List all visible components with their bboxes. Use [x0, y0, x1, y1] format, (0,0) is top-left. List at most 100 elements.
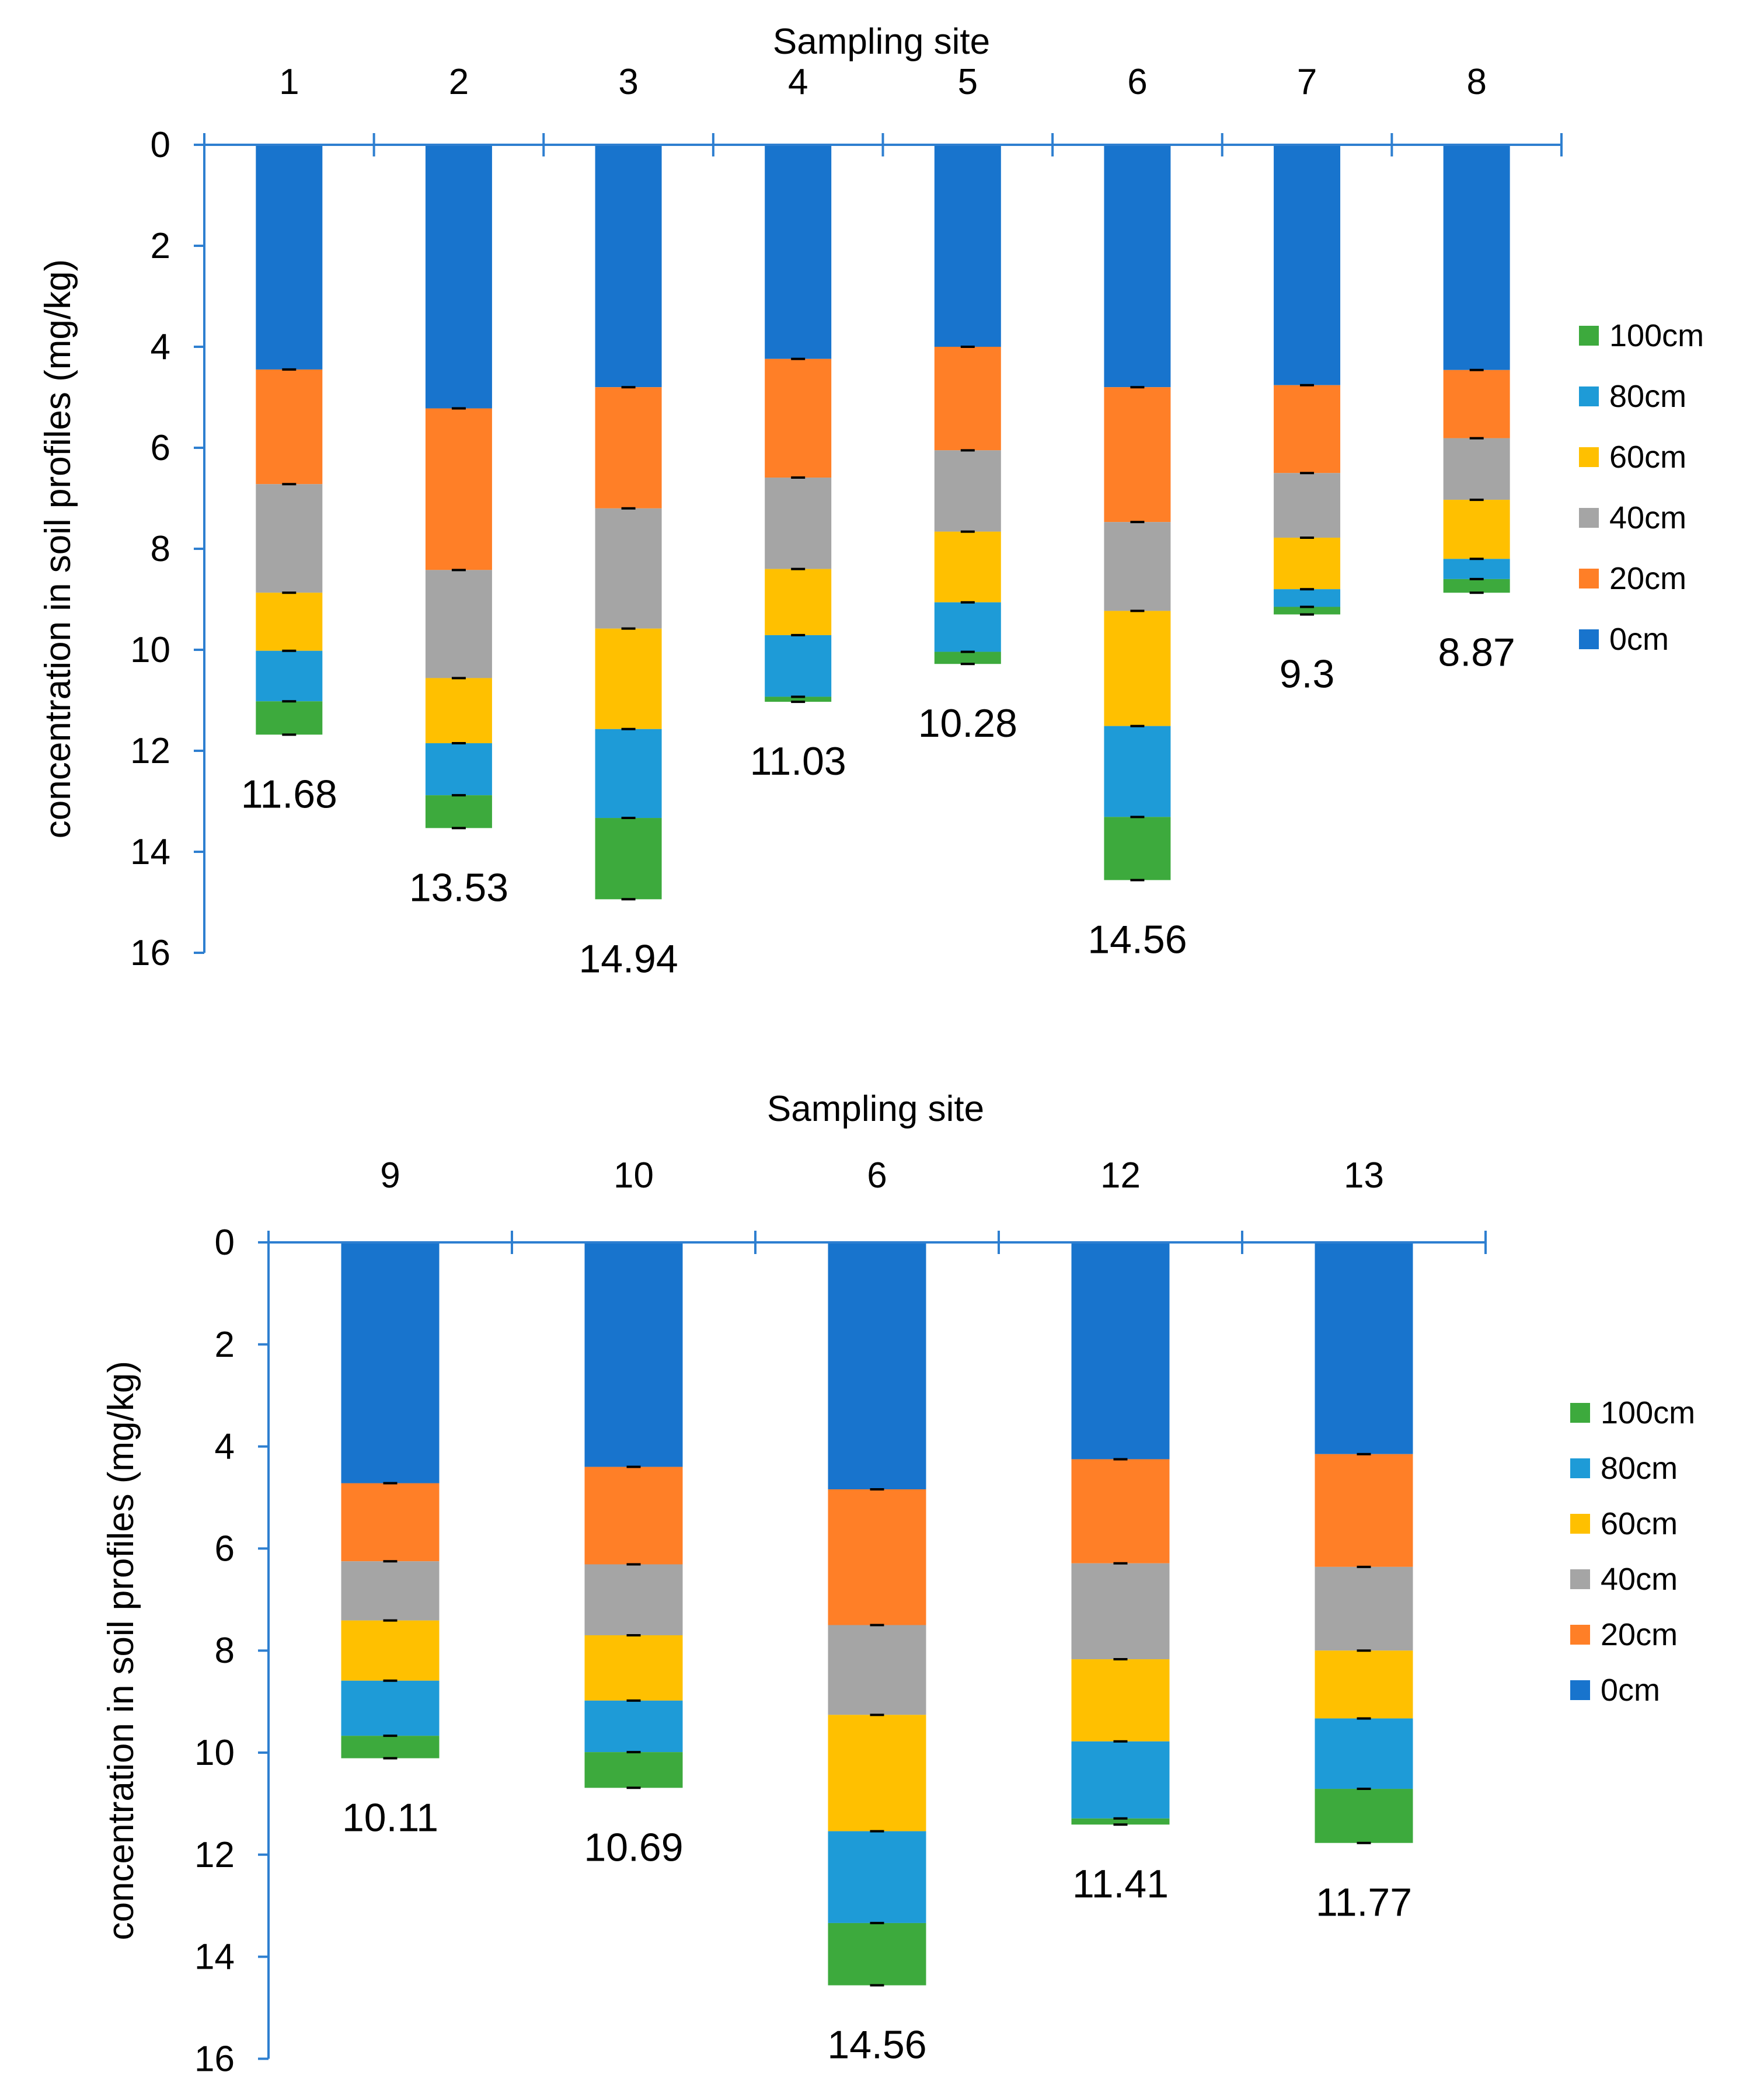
- site-label: 12: [1100, 1155, 1141, 1196]
- bar-segment-60cm: [425, 678, 492, 744]
- bar-segment-80cm: [425, 743, 492, 796]
- bar-segment-100cm: [1274, 607, 1341, 615]
- legend-swatch-20cm: [1570, 1625, 1590, 1645]
- site-label: 10: [613, 1155, 654, 1196]
- bar-segment-40cm: [1443, 438, 1510, 500]
- bar-segment-20cm: [828, 1489, 926, 1625]
- bar-segment-60cm: [595, 628, 662, 729]
- y-tick-label: 4: [151, 327, 170, 367]
- legend-label-100cm: 100cm: [1609, 318, 1704, 353]
- total-label: 10.69: [584, 1825, 683, 1869]
- bar-segment-100cm: [765, 696, 832, 702]
- legend-label-20cm: 20cm: [1609, 561, 1686, 596]
- bar-segment-60cm: [341, 1620, 440, 1681]
- bar-segment-40cm: [1071, 1563, 1170, 1660]
- bar-segment-80cm: [1104, 726, 1171, 817]
- site-label: 6: [1127, 62, 1147, 102]
- stacked-bar-site-5: 10.28: [918, 145, 1017, 746]
- bar-segment-20cm: [341, 1483, 440, 1562]
- bar-segment-40cm: [256, 484, 323, 593]
- bar-segment-20cm: [584, 1467, 683, 1565]
- bar-segment-100cm: [425, 795, 492, 828]
- stacked-bar-site-2: 13.53: [409, 145, 508, 910]
- chart-bottom: Sampling site concentration in soil profi…: [101, 1089, 1695, 2079]
- total-label: 14.56: [827, 2023, 926, 2067]
- bar-segment-80cm: [765, 635, 832, 697]
- legend-label-100cm: 100cm: [1601, 1395, 1695, 1430]
- legend-swatch-40cm: [1570, 1569, 1590, 1589]
- bar-segment-0cm: [1315, 1242, 1413, 1454]
- bar-segment-20cm: [256, 369, 323, 485]
- bar-segment-20cm: [1071, 1459, 1170, 1563]
- stacked-bar-site-8: 8.87: [1438, 145, 1515, 674]
- stacked-bar-site-6: 14.56: [827, 1242, 927, 2067]
- legend-swatch-40cm: [1579, 508, 1599, 528]
- y-tick-label: 10: [194, 1733, 235, 1773]
- bar-segment-20cm: [934, 347, 1001, 451]
- chart-top: Sampling site concentration in soil profi…: [38, 22, 1704, 981]
- legend-swatch-100cm: [1570, 1403, 1590, 1423]
- legend: 100cm 80cm 60cm 40cm 20cm 0cm: [1579, 318, 1704, 657]
- bar-segment-60cm: [934, 531, 1001, 603]
- total-label: 11.03: [750, 739, 846, 783]
- y-tick-label: 10: [130, 630, 170, 670]
- total-label: 14.56: [1087, 917, 1187, 962]
- bar-segment-0cm: [1071, 1242, 1170, 1460]
- stacked-bar-site-10: 10.69: [584, 1242, 684, 1869]
- bar-segment-0cm: [1104, 145, 1171, 388]
- bar-segment-100cm: [595, 818, 662, 900]
- site-label: 2: [449, 62, 469, 102]
- bar-segment-100cm: [1443, 579, 1510, 593]
- total-label: 9.3: [1280, 652, 1335, 696]
- bar-segment-80cm: [934, 602, 1001, 652]
- y-tick-label: 6: [151, 428, 170, 468]
- bar-segment-0cm: [341, 1242, 440, 1483]
- site-label: 6: [867, 1155, 887, 1196]
- bar-segment-60cm: [1104, 611, 1171, 726]
- legend: 100cm 80cm 60cm 40cm 20cm 0cm: [1570, 1395, 1695, 1708]
- bar-segment-20cm: [425, 408, 492, 570]
- stacked-bar-site-6: 14.56: [1087, 145, 1187, 962]
- y-tick-label: 14: [130, 832, 170, 872]
- x-axis-title: Sampling site: [767, 1089, 984, 1129]
- bar-segment-60cm: [1274, 537, 1341, 590]
- bar-segment-80cm: [1443, 559, 1510, 579]
- bar-segment-80cm: [828, 1831, 926, 1923]
- bar-segment-60cm: [765, 569, 832, 635]
- bar-segment-40cm: [425, 570, 492, 678]
- bar-segment-0cm: [828, 1242, 926, 1490]
- x-axis-title: Sampling site: [773, 22, 990, 62]
- total-label: 10.11: [342, 1796, 438, 1840]
- y-tick-label: 16: [194, 2039, 235, 2079]
- bar-segment-0cm: [425, 145, 492, 409]
- bar-segment-20cm: [595, 387, 662, 509]
- bar-segment-60cm: [1071, 1659, 1170, 1742]
- legend-label-60cm: 60cm: [1601, 1506, 1678, 1541]
- bar-segment-0cm: [584, 1242, 683, 1467]
- legend-swatch-0cm: [1579, 629, 1599, 649]
- stacked-bar-site-13: 11.77: [1315, 1242, 1413, 1925]
- legend-label-60cm: 60cm: [1609, 440, 1686, 475]
- stacked-bar-site-7: 9.3: [1274, 145, 1341, 696]
- legend-label-0cm: 0cm: [1601, 1673, 1660, 1708]
- legend-label-0cm: 0cm: [1609, 622, 1669, 657]
- bar-segment-40cm: [765, 478, 832, 569]
- bar-segment-60cm: [1443, 500, 1510, 559]
- stacked-bar-site-9: 10.11: [341, 1242, 440, 1840]
- total-label: 13.53: [409, 865, 508, 910]
- bar-segment-100cm: [828, 1923, 926, 1986]
- bar-segment-60cm: [1315, 1650, 1413, 1719]
- legend-swatch-80cm: [1579, 386, 1599, 406]
- y-axis-title: concentration in soil profiles (mg/kg): [38, 259, 78, 838]
- bar-segment-0cm: [256, 145, 323, 370]
- bar-segment-40cm: [584, 1564, 683, 1635]
- site-label: 7: [1297, 62, 1317, 102]
- bar-segment-40cm: [1315, 1566, 1413, 1651]
- bar-segment-80cm: [595, 729, 662, 819]
- bar-segment-20cm: [1443, 370, 1510, 438]
- legend-swatch-20cm: [1579, 569, 1599, 588]
- bar-segment-100cm: [341, 1736, 440, 1758]
- site-label: 1: [279, 62, 299, 102]
- y-tick-label: 2: [215, 1325, 235, 1365]
- site-label: 13: [1344, 1155, 1384, 1196]
